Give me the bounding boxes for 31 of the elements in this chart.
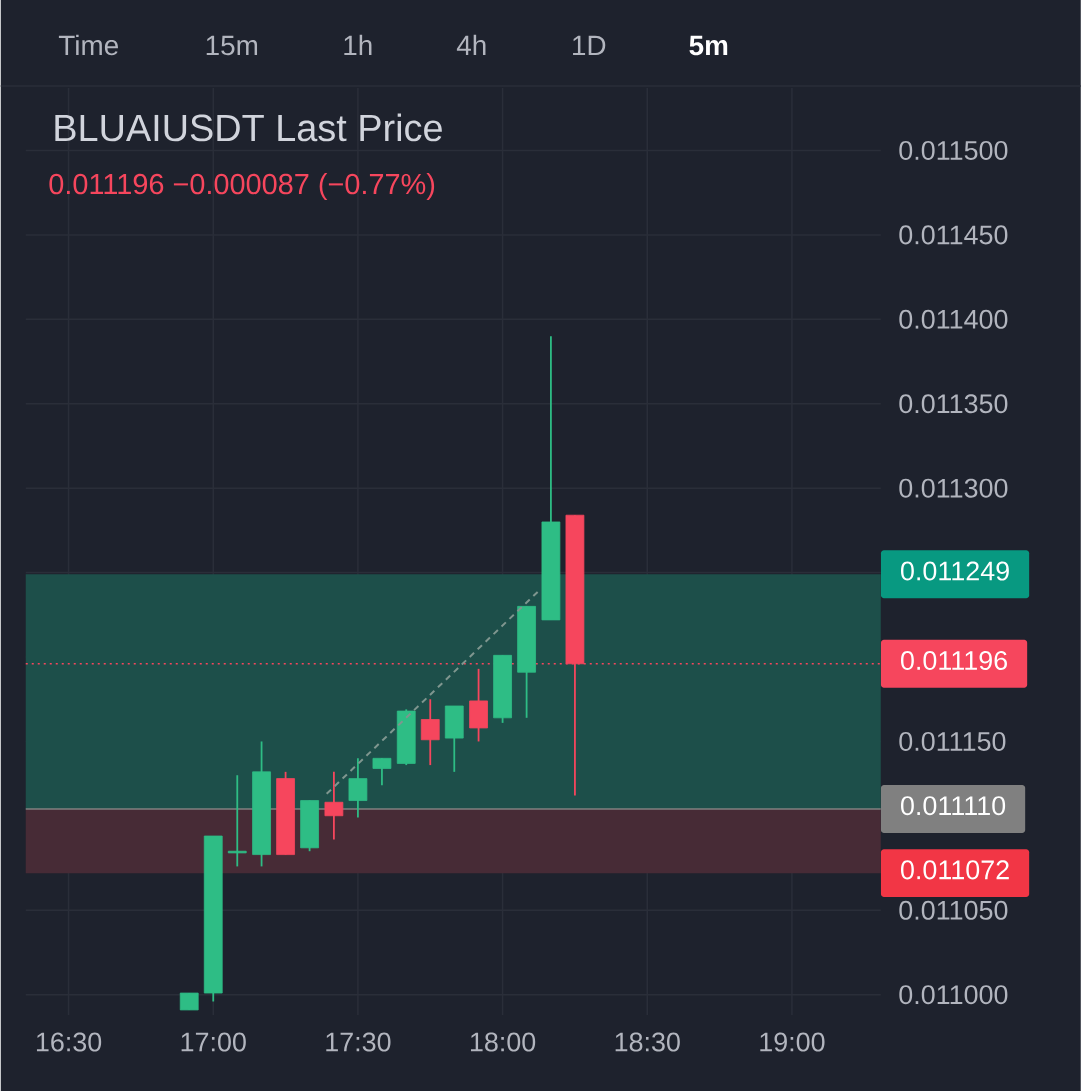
candlestick <box>372 757 392 787</box>
candlestick <box>228 774 247 868</box>
y-tick-label: 0.011000 <box>899 985 1008 1005</box>
ref-line-label: 0.011110 <box>901 796 1006 816</box>
text: 1D <box>573 35 606 55</box>
band-label: 0.011072 <box>901 860 1010 880</box>
y-tick-label: 0.011450 <box>899 225 1008 245</box>
text: Time <box>59 34 119 56</box>
text: 4h <box>457 34 486 55</box>
text: 1h <box>344 34 372 55</box>
ref-line-label: 0.011196 <box>901 650 1008 671</box>
candlestick <box>324 770 344 841</box>
x-tick-label: 16:30 <box>37 1032 102 1052</box>
x-tick-label: 19:00 <box>760 1032 825 1052</box>
x-tick-label: 18:00 <box>471 1032 536 1052</box>
text: 0.011196 −0.000087 (−0.77%) <box>49 173 435 200</box>
band-label: 0.011249 <box>901 561 1010 581</box>
y-tick-label: 0.011500 <box>899 140 1008 160</box>
text: BLUAIUSDT Last Price <box>55 113 443 142</box>
y-tick-label: 0.011300 <box>899 478 1008 498</box>
candlestick <box>348 757 368 819</box>
text: 5m <box>689 35 728 56</box>
x-tick-label: 18:30 <box>615 1032 681 1052</box>
y-tick-label: 0.011400 <box>899 309 1008 329</box>
x-tick-label: 17:30 <box>326 1032 391 1052</box>
candlestick <box>421 698 440 766</box>
y-tick-label: 0.011150 <box>899 731 1006 751</box>
y-tick-label: 0.011050 <box>899 900 1008 920</box>
text: 15m <box>206 35 258 56</box>
x-tick-label: 17:00 <box>181 1032 247 1052</box>
y-tick-label: 0.011350 <box>899 394 1008 414</box>
